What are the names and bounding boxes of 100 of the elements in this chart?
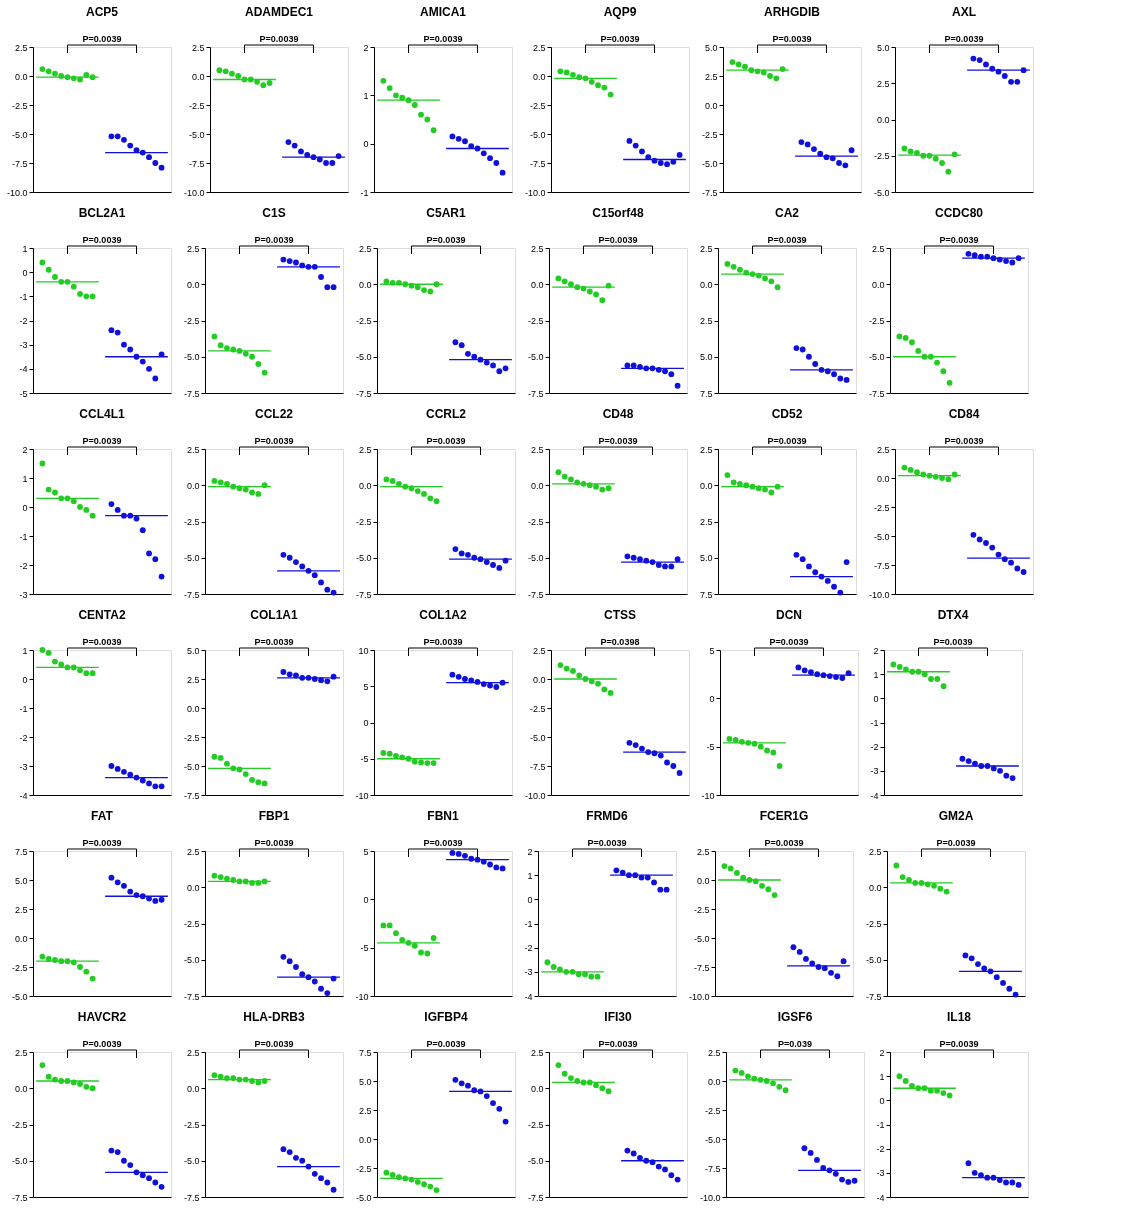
point bbox=[751, 740, 758, 747]
y-tick-label: 0 bbox=[879, 1095, 885, 1106]
point bbox=[236, 485, 243, 492]
y-tick-label: -7.5 bbox=[693, 962, 710, 973]
y-tick-label: -5 bbox=[706, 742, 715, 753]
point bbox=[393, 752, 399, 759]
point bbox=[452, 339, 459, 346]
point bbox=[430, 127, 437, 134]
point bbox=[462, 138, 468, 145]
text: P=0.0039 bbox=[82, 1039, 122, 1049]
y-tick-label: -2 bbox=[19, 732, 28, 743]
point bbox=[795, 664, 802, 671]
y-tick-label: 0.0 bbox=[868, 882, 882, 893]
point bbox=[158, 573, 165, 580]
y-tick-label: -5.0 bbox=[355, 1192, 372, 1203]
text: P=0.0039 bbox=[423, 34, 463, 44]
chart-title: COL1A1 bbox=[250, 608, 298, 622]
point bbox=[58, 958, 65, 965]
point bbox=[594, 973, 601, 980]
point bbox=[83, 968, 90, 975]
y-tick-label: 0 bbox=[22, 674, 28, 685]
point bbox=[108, 1147, 115, 1154]
point bbox=[801, 1145, 808, 1152]
point bbox=[893, 862, 900, 869]
point bbox=[664, 759, 670, 766]
point bbox=[389, 1172, 396, 1178]
point bbox=[730, 263, 737, 270]
point bbox=[773, 75, 780, 82]
point bbox=[255, 779, 262, 786]
y-tick-label: -1 bbox=[524, 919, 533, 929]
point bbox=[945, 476, 952, 483]
point bbox=[380, 77, 387, 84]
y-tick-label: -7.5 bbox=[529, 158, 546, 169]
y-tick-label: 2 bbox=[22, 444, 28, 455]
point bbox=[970, 531, 977, 538]
point bbox=[280, 669, 287, 675]
point bbox=[1015, 255, 1022, 262]
point bbox=[311, 978, 318, 985]
point bbox=[978, 253, 984, 260]
point bbox=[674, 1176, 681, 1183]
chart-title: C5AR1 bbox=[426, 206, 466, 220]
point bbox=[815, 964, 822, 970]
point bbox=[576, 74, 583, 81]
point bbox=[483, 559, 490, 566]
point bbox=[978, 763, 985, 769]
y-tick-label: 2.5 bbox=[530, 444, 544, 455]
point bbox=[1015, 1182, 1022, 1188]
point bbox=[402, 483, 409, 490]
y-tick-label: 7.5 bbox=[699, 388, 713, 399]
y-tick-label: -7.5 bbox=[183, 1192, 200, 1203]
y-tick-label: 0.0 bbox=[532, 71, 546, 82]
point bbox=[746, 877, 753, 883]
point bbox=[45, 68, 52, 75]
y-tick-label: -2.5 bbox=[183, 517, 200, 527]
y-tick-label: 10 bbox=[358, 645, 369, 656]
point bbox=[626, 739, 633, 746]
point bbox=[383, 1169, 390, 1176]
y-tick-label: -10.0 bbox=[688, 991, 710, 1002]
point bbox=[224, 1075, 230, 1082]
y-tick-label: 5 bbox=[363, 681, 369, 692]
y-tick-label: -10.0 bbox=[6, 187, 28, 198]
point bbox=[637, 363, 643, 370]
point bbox=[433, 281, 440, 288]
point bbox=[70, 959, 77, 966]
y-tick-label: 2.5 bbox=[186, 444, 200, 455]
point bbox=[1014, 78, 1021, 85]
point bbox=[158, 896, 165, 903]
point bbox=[809, 960, 816, 967]
y-tick-label: -5.0 bbox=[693, 933, 710, 944]
point bbox=[901, 464, 908, 471]
point bbox=[83, 1083, 90, 1090]
y-tick-label: -3 bbox=[19, 589, 28, 600]
y-tick-label: 0.0 bbox=[14, 933, 28, 944]
point bbox=[249, 777, 255, 783]
point bbox=[480, 150, 487, 157]
point bbox=[570, 667, 576, 674]
chart-title: DCN bbox=[776, 608, 802, 622]
point bbox=[127, 1162, 134, 1169]
point bbox=[724, 261, 731, 267]
y-tick-label: 5.0 bbox=[876, 42, 890, 53]
y-tick-label: -2.5 bbox=[11, 1120, 28, 1130]
chart-title: ACP5 bbox=[85, 5, 119, 19]
point bbox=[818, 573, 825, 580]
y-tick-label: -7.5 bbox=[873, 560, 890, 571]
y-tick-label: 2.5 bbox=[358, 243, 372, 254]
point bbox=[64, 958, 71, 965]
point bbox=[926, 152, 933, 159]
point bbox=[759, 882, 765, 889]
point bbox=[45, 486, 52, 493]
y-tick-label: -2 bbox=[524, 943, 533, 954]
point bbox=[462, 852, 468, 859]
text: P=0.0039 bbox=[259, 34, 299, 44]
y-tick-label: 0 bbox=[363, 139, 369, 150]
text: P=0.0039 bbox=[600, 34, 640, 44]
point bbox=[298, 148, 304, 155]
y-tick-label: 1 bbox=[363, 90, 369, 101]
point bbox=[330, 589, 337, 596]
y-tick-label: -4 bbox=[19, 364, 28, 375]
y-tick-label: 0.0 bbox=[532, 674, 546, 685]
y-tick-label: -7.5 bbox=[188, 158, 205, 169]
